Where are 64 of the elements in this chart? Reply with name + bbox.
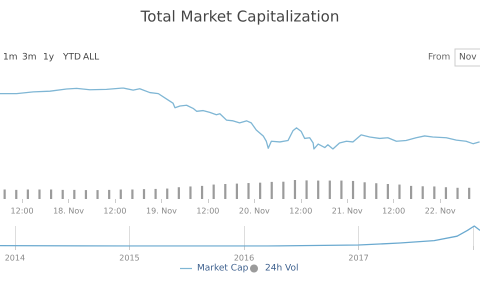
legend-label: 24h Vol: [265, 264, 298, 274]
bar: [212, 184, 215, 199]
text: Nov: [459, 52, 478, 62]
bar: [142, 189, 146, 199]
x-tick-label: 2015: [119, 254, 140, 262]
text: 3m: [22, 52, 36, 62]
bar: [50, 190, 52, 199]
x-tick-label: 12:00: [196, 206, 220, 216]
bar: [224, 184, 226, 199]
bar: [108, 190, 110, 199]
bar: [26, 190, 29, 199]
bar: [270, 182, 273, 199]
bar: [120, 190, 122, 199]
bar: [247, 183, 250, 199]
bar: [468, 188, 470, 199]
bar: [364, 182, 366, 199]
text: From: [428, 52, 450, 62]
bar: [317, 180, 320, 199]
x-tick-label: 12:00: [289, 206, 312, 216]
x-tick-label: 20. Nov: [238, 206, 270, 216]
bar: [398, 184, 401, 199]
x-tick-label: 2016: [234, 254, 254, 262]
text: ALL: [83, 52, 100, 62]
x-tick-label: 18. Nov: [53, 206, 84, 216]
x-tick-label: 2014: [4, 254, 26, 262]
bar: [131, 190, 134, 199]
bar: [4, 190, 6, 199]
x-tick-label: 12:00: [382, 206, 406, 216]
legend-label: Market Cap: [197, 264, 249, 274]
text: 1m: [3, 52, 18, 62]
bar: [386, 184, 389, 199]
bar: [62, 190, 64, 199]
x-tick-label: 19. Nov: [146, 206, 178, 216]
bar: [38, 190, 41, 199]
text: YTD: [62, 52, 81, 62]
bar: [166, 188, 168, 199]
bar: [282, 182, 284, 199]
bar: [200, 186, 204, 199]
bar: [294, 180, 296, 199]
text: 1y: [43, 52, 55, 62]
x-tick-label: 2017: [348, 254, 369, 262]
bar: [340, 180, 343, 199]
bar: [154, 188, 157, 199]
bar: [84, 190, 88, 199]
x-tick-label: 21. Nov: [332, 206, 363, 216]
bar: [433, 186, 436, 199]
chart-title: Total Market Capitalization: [140, 8, 340, 26]
x-tick-label: 12:00: [10, 206, 34, 216]
bar: [328, 180, 331, 199]
bar: [375, 183, 378, 199]
bar: [422, 186, 424, 199]
bar: [189, 186, 192, 199]
bar: [259, 182, 262, 199]
bar: [15, 190, 18, 199]
x-tick-label: 12:00: [103, 206, 126, 216]
bar: [305, 180, 308, 199]
bar: [73, 190, 76, 199]
x-tick-label: 22. Nov: [424, 206, 456, 216]
bar: [96, 190, 99, 199]
bar: [236, 184, 238, 199]
bar: [352, 180, 354, 199]
bar: [410, 186, 412, 199]
bar: [444, 187, 448, 199]
bar: [178, 187, 180, 199]
